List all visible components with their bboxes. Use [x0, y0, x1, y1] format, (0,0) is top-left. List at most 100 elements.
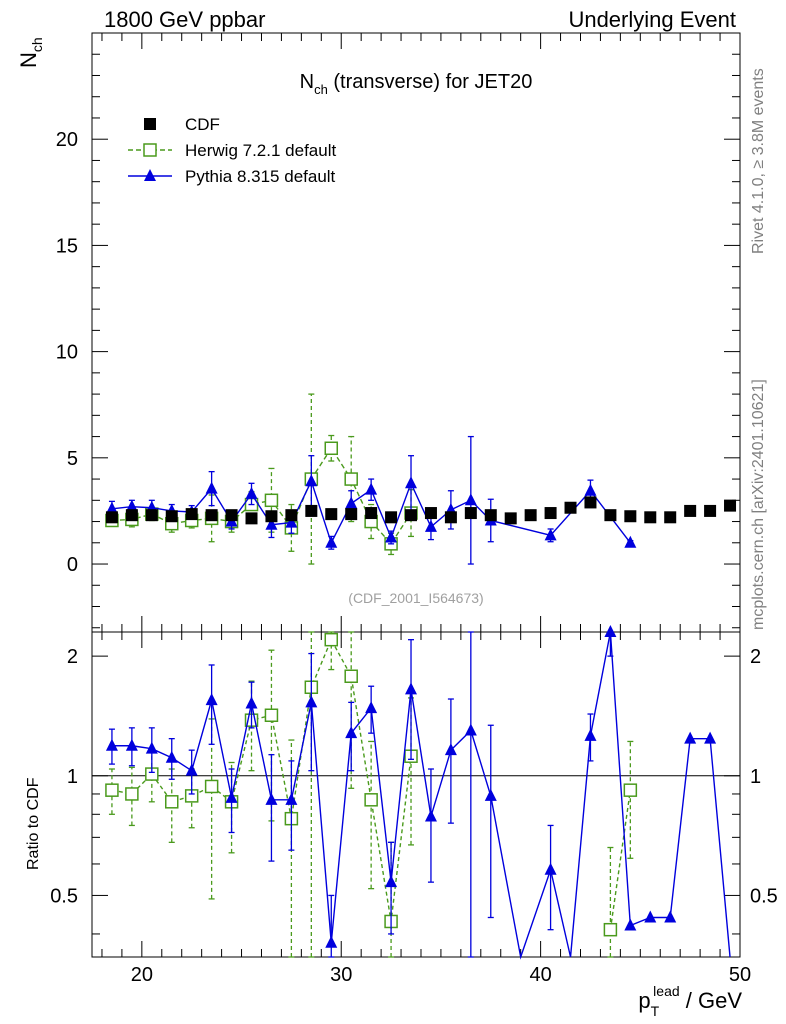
ratio-tick-label-left: 0.5 — [50, 885, 78, 907]
cdf-point — [205, 509, 218, 522]
cdf-point — [584, 496, 597, 509]
herwig-ratio-point — [264, 708, 279, 722]
pythia-point — [424, 519, 437, 532]
pythia-ratio-point — [624, 918, 637, 931]
pythia-ratio-point — [265, 792, 278, 805]
cdf-point — [644, 511, 657, 524]
legend-cdf-marker — [144, 118, 156, 130]
cdf-point — [464, 507, 477, 520]
cdf-point — [684, 504, 697, 517]
pythia-ratio-point — [424, 809, 437, 822]
pythia-ratio-line — [111, 631, 731, 960]
pythia-point — [345, 496, 358, 509]
pythia-ratio-point — [345, 726, 358, 739]
pythia-ratio-point — [664, 910, 677, 923]
herwig-ratio-point — [105, 783, 119, 797]
cdf-point — [724, 499, 737, 512]
cdf-point — [245, 512, 258, 525]
cdf-point — [704, 504, 717, 517]
ratio-panel — [91, 625, 741, 960]
legend-label: CDF — [185, 115, 220, 134]
pythia-point — [125, 499, 138, 512]
pythia-ratio-point — [464, 723, 477, 736]
y-tick-label: 10 — [56, 342, 78, 364]
herwig-point — [344, 472, 358, 486]
x-tick-label: 50 — [729, 964, 751, 986]
cdf-point — [285, 509, 298, 522]
ratio-frame — [91, 631, 741, 958]
analysis-watermark: (CDF_2001_I564673) — [348, 590, 483, 606]
pythia-point — [544, 528, 557, 541]
cdf-point — [365, 507, 378, 520]
cdf-point — [165, 510, 178, 523]
herwig-ratio-point — [165, 795, 179, 809]
header-left: 1800 GeV ppbar — [104, 7, 266, 32]
pythia-ratio-point — [145, 741, 158, 754]
herwig-point — [324, 441, 339, 456]
legend-pythia-marker — [144, 169, 156, 181]
ratio-tick-label-right: 0.5 — [750, 885, 778, 907]
pythia-point — [305, 474, 318, 487]
pythia-ratio-point — [405, 682, 418, 695]
cdf-point — [325, 508, 338, 521]
herwig-ratio-point — [344, 669, 358, 683]
legend-label: Pythia 8.315 default — [185, 167, 336, 186]
y-tick-label: 15 — [56, 235, 78, 257]
cdf-point — [664, 511, 677, 524]
ratio-tick-label-left: 2 — [67, 646, 78, 668]
cdf-point — [265, 510, 278, 523]
cdf-point — [385, 511, 398, 524]
ratio-tick-label-right: 1 — [750, 766, 761, 788]
pythia-point — [624, 535, 637, 548]
cdf-point — [604, 509, 617, 522]
pythia-ratio-point — [704, 731, 717, 744]
y-tick-label: 0 — [67, 554, 78, 576]
cdf-point — [145, 509, 158, 522]
ratio-tick-label-left: 1 — [67, 766, 78, 788]
x-axis-label: pTlead / GeV — [638, 983, 742, 1019]
y-axis-label: Nch — [16, 37, 45, 68]
pythia-ratio-point — [125, 738, 138, 751]
chart-labels: 20 30 40 50 0 5 10 15 20 0.5 0.5 1 1 2 2 Nch Ratio to CD… — [16, 37, 778, 1019]
ratio-axis-label: Ratio to CDF — [25, 777, 42, 870]
pythia-ratio-point — [444, 743, 457, 756]
pythia-ratio-point — [684, 731, 697, 744]
cdf-point — [345, 508, 358, 521]
pythia-ratio-point — [105, 738, 118, 751]
herwig-ratio-point — [603, 922, 618, 937]
pythia-point — [464, 493, 477, 506]
cdf-point — [484, 509, 497, 522]
pythia-point — [265, 517, 278, 530]
pythia-point — [245, 486, 258, 499]
pythia-ratio-point — [644, 910, 657, 923]
y-tick-label: 5 — [67, 448, 78, 470]
herwig-ratio-point — [204, 779, 219, 794]
pythia-point — [205, 481, 218, 494]
pythia-point — [584, 483, 597, 496]
pythia-ratio-point — [185, 763, 198, 776]
legend: CDF Herwig 7.2.1 default Pythia 8.315 defa… — [128, 115, 336, 186]
y-tick-label: 20 — [56, 129, 78, 151]
pythia-point — [365, 482, 378, 495]
cdf-point — [624, 510, 637, 523]
herwig-ratio-point — [623, 783, 638, 797]
pythia-ratio-point — [285, 792, 298, 805]
pythia-ratio-point — [544, 862, 557, 875]
header-right: Underlying Event — [568, 7, 736, 32]
ratio-tick-label-right: 2 — [750, 646, 761, 668]
pythia-ratio-point — [604, 625, 617, 637]
cdf-point — [504, 512, 517, 525]
cdf-point — [105, 511, 118, 524]
herwig-ratio-line — [609, 790, 632, 930]
pythia-ratio-point — [245, 696, 258, 709]
cdf-point — [305, 504, 318, 517]
x-tick-label: 30 — [330, 964, 352, 986]
x-tick-label: 40 — [529, 964, 551, 986]
pythia-ratio-point — [584, 728, 597, 741]
herwig-ratio-point — [324, 632, 339, 647]
chart-title: Nch (transverse) for JET20 — [300, 71, 533, 97]
pythia-ratio-point — [165, 750, 178, 763]
pythia-ratio-point — [385, 875, 398, 888]
cdf-point — [185, 508, 198, 521]
pythia-ratio-point — [325, 935, 338, 948]
